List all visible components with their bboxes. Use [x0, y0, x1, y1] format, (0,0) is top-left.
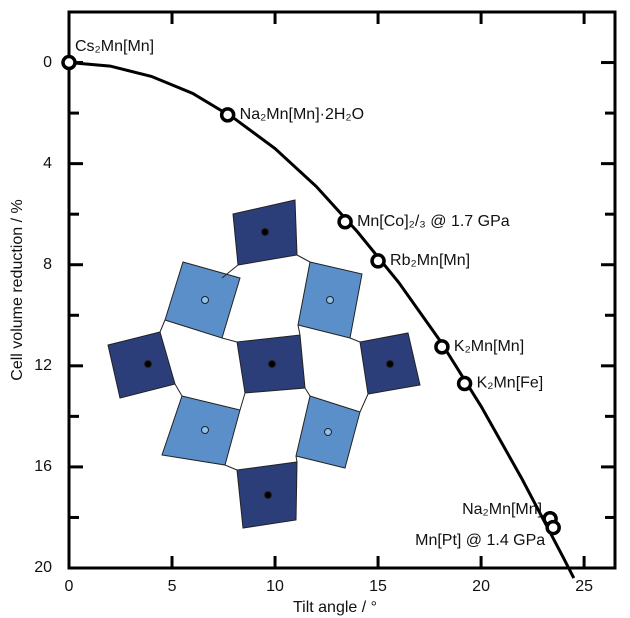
x-axis-title: Tilt angle / ° — [293, 599, 377, 616]
data-point — [337, 214, 353, 230]
plot-frame — [67, 10, 617, 570]
data-point — [456, 375, 473, 392]
data-point — [370, 253, 386, 269]
point-label: Mn[Co]₂/₃ @ 1.7 GPa — [357, 213, 510, 230]
point-label: Na₂Mn[Mn]·2H₂O — [240, 106, 364, 123]
point-label: Rb₂Mn[Mn] — [390, 252, 470, 269]
structure-inset — [107, 199, 421, 529]
x-tick-label: 10 — [266, 578, 284, 595]
x-tick-label: 20 — [472, 578, 490, 595]
data-point — [545, 519, 561, 536]
x-tick-label: 0 — [65, 578, 74, 595]
y-tick-label: 12 — [34, 357, 52, 374]
fit-curve — [68, 61, 576, 579]
data-point — [434, 339, 450, 355]
point-label: Cs₂Mn[Mn] — [75, 38, 154, 55]
x-tick-label: 5 — [168, 578, 177, 595]
y-axis-title: Cell volume reduction / % — [9, 199, 26, 380]
y-tick-label: 0 — [43, 54, 52, 71]
point-label: K₂Mn[Mn] — [454, 338, 524, 355]
y-tick-label: 8 — [43, 256, 52, 273]
point-label: Mn[Pt] @ 1.4 GPa — [415, 532, 545, 549]
y-tick-label: 16 — [34, 458, 52, 475]
x-tick-label: 25 — [575, 578, 593, 595]
data-point — [219, 107, 236, 123]
data-point — [61, 54, 77, 71]
point-label: K₂Mn[Fe] — [477, 375, 544, 392]
x-tick-label: 15 — [369, 578, 387, 595]
y-tick-label: 4 — [43, 155, 52, 172]
y-tick-label: 20 — [34, 559, 52, 576]
point-label: Na₂Mn[Mn] — [462, 501, 542, 518]
